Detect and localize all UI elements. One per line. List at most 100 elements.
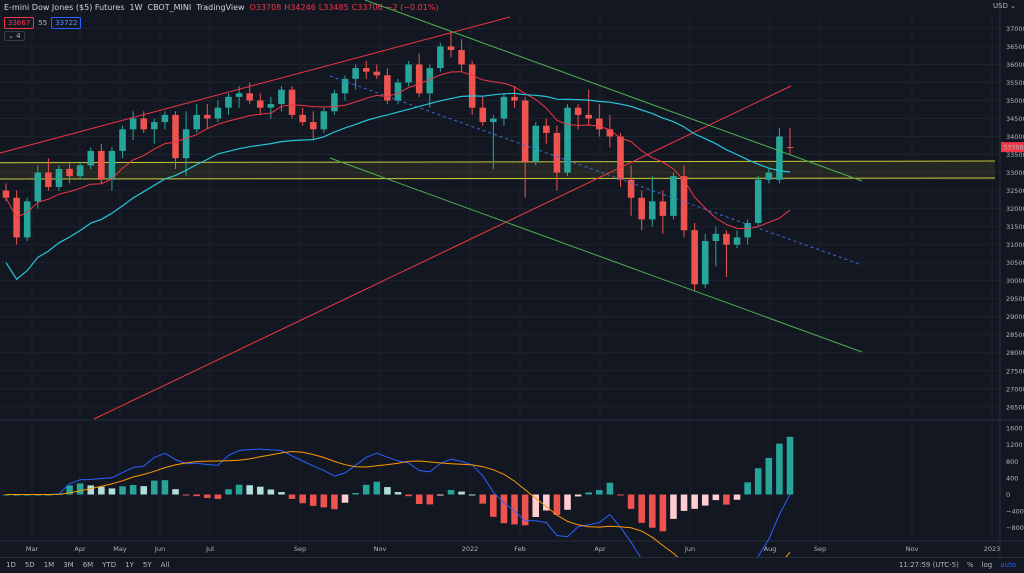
timeframe-1d-button[interactable]: 1D <box>6 561 16 569</box>
price-tick-label: 34000 <box>1006 133 1024 141</box>
candle-body <box>701 241 709 285</box>
time-tick-label: May <box>113 545 127 553</box>
macd-histogram-bar <box>659 494 667 532</box>
price-tick-label: 26500 <box>1006 403 1024 411</box>
candle-body <box>193 114 200 130</box>
macd-histogram-bar <box>108 488 116 495</box>
candle-body <box>437 46 444 69</box>
macd-histogram-bar <box>331 494 338 510</box>
macd-histogram-bar <box>13 494 20 496</box>
time-tick-label: Apr <box>74 545 86 553</box>
candle-body <box>564 107 571 173</box>
candle-body <box>119 129 126 151</box>
candle-body <box>98 150 105 180</box>
time-tick-label: Nov <box>374 545 387 553</box>
price-tick-label: 31500 <box>1006 223 1024 231</box>
candle-body <box>606 129 614 137</box>
candle-body <box>627 179 635 198</box>
macd-histogram-bar <box>362 484 370 495</box>
macd-histogram-bar <box>617 494 624 496</box>
candle-body <box>384 75 391 101</box>
collapse-indicators-button[interactable]: ⌄ 4 <box>4 31 25 41</box>
time-tick-label: Sep <box>294 545 306 553</box>
channel-down-top-line <box>364 0 863 182</box>
macd-histogram-bar <box>680 494 688 511</box>
change-value: −2 (−0.01%) <box>385 3 439 12</box>
last-price-label: 33706 <box>1003 144 1024 152</box>
symbol-name[interactable]: E-mini Dow Jones ($5) Futures <box>4 3 125 12</box>
candle-body <box>362 68 370 72</box>
macd-histogram-bar <box>151 480 158 495</box>
candle-body <box>34 172 42 202</box>
macd-histogram-bar <box>267 489 275 495</box>
candle-body <box>129 118 137 130</box>
candle-body <box>309 122 317 130</box>
support-zone <box>0 161 995 180</box>
candle-body <box>299 114 306 123</box>
macd-histogram-bar <box>426 494 434 505</box>
macd-histogram-bar <box>204 494 211 498</box>
macd-histogram-bar <box>744 482 751 495</box>
candle-body <box>574 107 582 115</box>
candle-body <box>341 78 349 94</box>
exchange-label: CBOT_MINI <box>147 3 192 12</box>
macd-histogram-bar <box>765 457 773 495</box>
timeframe-1m-button[interactable]: 1M <box>43 561 55 569</box>
candle-body <box>744 223 751 238</box>
macd-tick-label: 0 <box>1006 491 1010 499</box>
currency-label[interactable]: USD ⌄ <box>992 2 1016 10</box>
macd-histogram-bar <box>553 494 561 515</box>
price-tick-label: 34500 <box>1006 115 1024 123</box>
price-tick-label: 35500 <box>1006 79 1024 87</box>
ma-length-label: 55 <box>38 19 48 27</box>
timeframe-1y-button[interactable]: 1Y <box>125 561 134 569</box>
candle-body <box>140 118 148 130</box>
timeframe-all-button[interactable]: All <box>160 561 170 569</box>
macd-histogram-bar <box>129 484 137 495</box>
price-tick-label: 30000 <box>1006 277 1024 285</box>
ma-blue-value-badge[interactable]: 33722 <box>51 17 82 29</box>
price-tick-label: 29500 <box>1006 295 1024 303</box>
candle-body <box>458 50 465 65</box>
timeframe-buttons: 1D 5D 1M 3M 6M YTD 1Y 5Y All <box>6 561 169 569</box>
close-value: C33706 <box>351 3 383 12</box>
clock-display[interactable]: 11:27:59 (UTC-5) <box>898 561 959 569</box>
macd-histogram-bar <box>543 494 550 511</box>
timeframe-6m-button[interactable]: 6M <box>82 561 94 569</box>
timeframe-5d-button[interactable]: 5D <box>24 561 35 569</box>
macd-histogram-bar <box>2 494 10 496</box>
channel-down-bottom-line <box>329 157 863 353</box>
candle-body <box>288 89 296 115</box>
percent-scale-button[interactable]: % <box>966 561 974 569</box>
open-value: O33708 <box>249 3 282 12</box>
price-tick-label: 33500 <box>1006 151 1024 159</box>
timeframe-3m-button[interactable]: 3M <box>63 561 74 569</box>
candle-body <box>543 125 550 133</box>
scale-controls: 11:27:59 (UTC-5) % log auto <box>899 561 1016 569</box>
candle-body <box>320 111 328 130</box>
interval-label[interactable]: 1W <box>129 3 143 12</box>
price-tick-label: 29000 <box>1006 313 1024 321</box>
auto-scale-button[interactable]: auto <box>1000 561 1016 569</box>
macd-histogram-bar <box>193 494 200 497</box>
ma-red-value-badge[interactable]: 33667 <box>4 17 35 29</box>
timeframe-5y-button[interactable]: 5Y <box>142 561 152 569</box>
candle-body <box>490 118 497 123</box>
candle-body <box>394 82 402 101</box>
candle-body <box>246 93 253 101</box>
macd-histogram-bar <box>447 489 455 495</box>
candle-body <box>638 197 645 220</box>
candle-body <box>161 114 169 123</box>
candle-body <box>204 114 211 119</box>
channel-mid-dashed <box>329 75 863 266</box>
log-scale-button[interactable]: log <box>981 561 993 569</box>
candle-body <box>659 201 667 216</box>
signal-line <box>6 450 791 572</box>
timeframe-ytd-button[interactable]: YTD <box>102 561 117 569</box>
candle-body <box>87 150 95 166</box>
macd-histogram-bar <box>288 494 296 499</box>
macd-histogram-bar <box>490 494 497 517</box>
macd-tick-label: 1200 <box>1006 441 1023 449</box>
macd-histogram-bar <box>458 491 465 495</box>
